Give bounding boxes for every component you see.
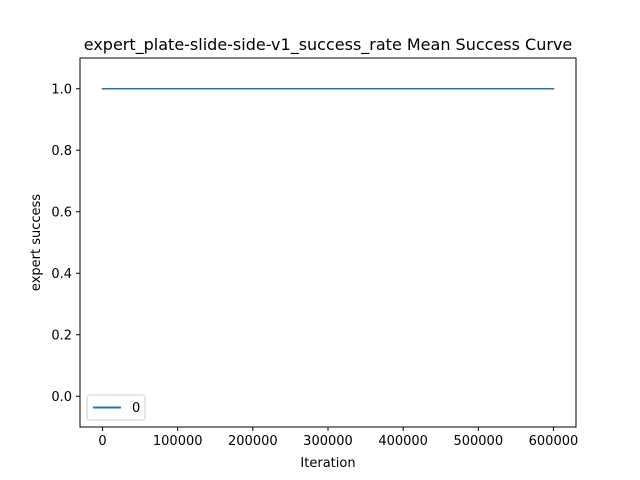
y-tick-label: 0.2 xyxy=(51,328,72,343)
y-tick-label: 0.6 xyxy=(51,205,72,220)
x-tick-label: 400000 xyxy=(378,434,428,449)
y-axis-label: expert success xyxy=(29,194,44,291)
y-tick-label: 0.8 xyxy=(51,144,72,159)
x-tick-label: 500000 xyxy=(453,434,503,449)
x-tick-label: 0 xyxy=(98,434,106,449)
legend-label-series-0: 0 xyxy=(132,401,140,416)
y-tick-label: 1.0 xyxy=(51,82,72,97)
x-tick-label: 200000 xyxy=(228,434,278,449)
chart-title: expert_plate-slide-side-v1_success_rate … xyxy=(84,35,573,55)
legend: 0 xyxy=(86,394,146,421)
plot-area xyxy=(80,58,576,427)
x-tick-label: 100000 xyxy=(153,434,203,449)
x-tick-label: 600000 xyxy=(529,434,579,449)
y-axis-ticks: 0.0 0.2 0.4 0.6 0.8 1.0 xyxy=(51,82,80,405)
x-tick-label: 300000 xyxy=(303,434,353,449)
y-tick-label: 0.0 xyxy=(51,390,72,405)
x-axis-label: Iteration xyxy=(300,456,355,471)
y-tick-label: 0.4 xyxy=(51,267,72,282)
x-axis-ticks: 0 100000 200000 300000 400000 500000 600000 xyxy=(98,427,578,449)
plot-frame xyxy=(79,57,577,428)
